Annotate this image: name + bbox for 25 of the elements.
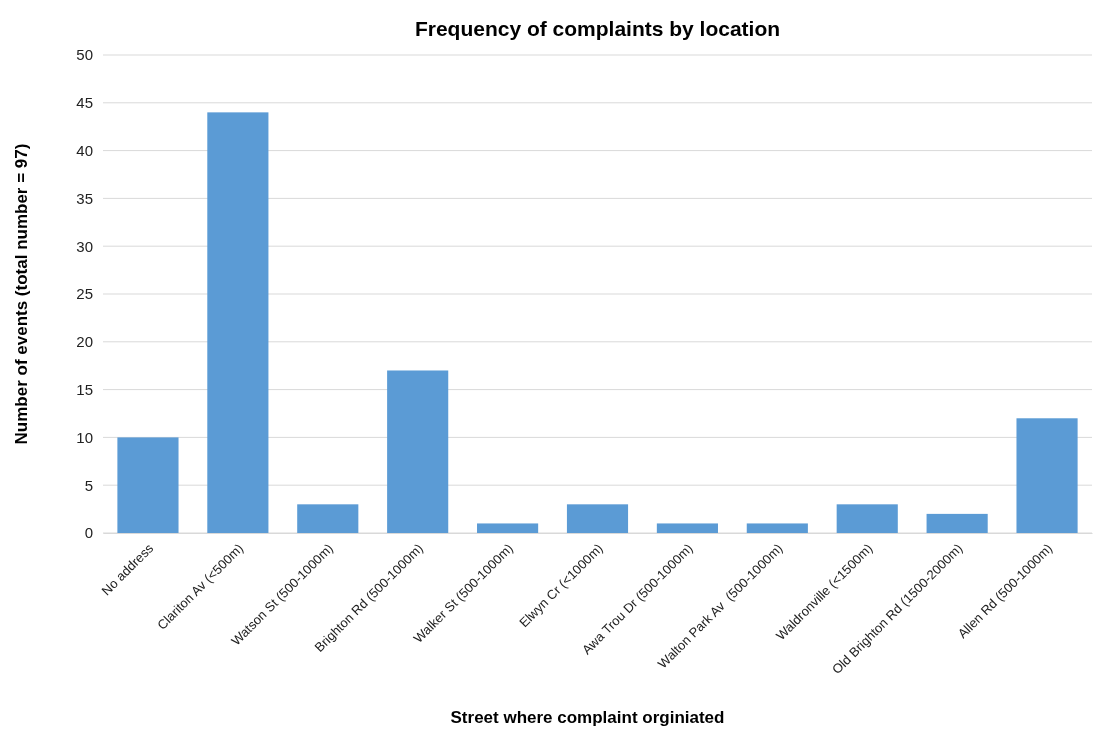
bar	[477, 523, 539, 533]
y-axis-title: Number of events (total number = 97)	[12, 143, 31, 445]
y-tick-label: 40	[76, 141, 93, 159]
bar	[746, 523, 808, 533]
x-axis-title: Street where complaint orginiated	[450, 708, 725, 727]
y-tick-label: 35	[76, 189, 93, 207]
bar	[926, 513, 988, 533]
y-tick-label: 10	[76, 428, 93, 446]
bar	[1016, 418, 1078, 533]
y-tick-label: 45	[76, 94, 93, 112]
y-tick-label: 25	[76, 285, 93, 303]
bar	[117, 437, 179, 533]
y-tick-label: 30	[76, 237, 93, 255]
bar	[656, 523, 718, 533]
bar	[297, 504, 359, 533]
y-tick-label: 20	[76, 333, 93, 351]
bar	[207, 112, 269, 533]
bar	[836, 504, 898, 533]
y-tick-label: 0	[84, 524, 93, 542]
y-tick-label: 15	[76, 380, 93, 398]
bar	[566, 504, 629, 533]
y-tick-label: 5	[84, 476, 93, 494]
chart-title: Frequency of complaints by location	[414, 17, 781, 40]
bar	[387, 370, 449, 533]
y-tick-label: 50	[76, 46, 93, 64]
